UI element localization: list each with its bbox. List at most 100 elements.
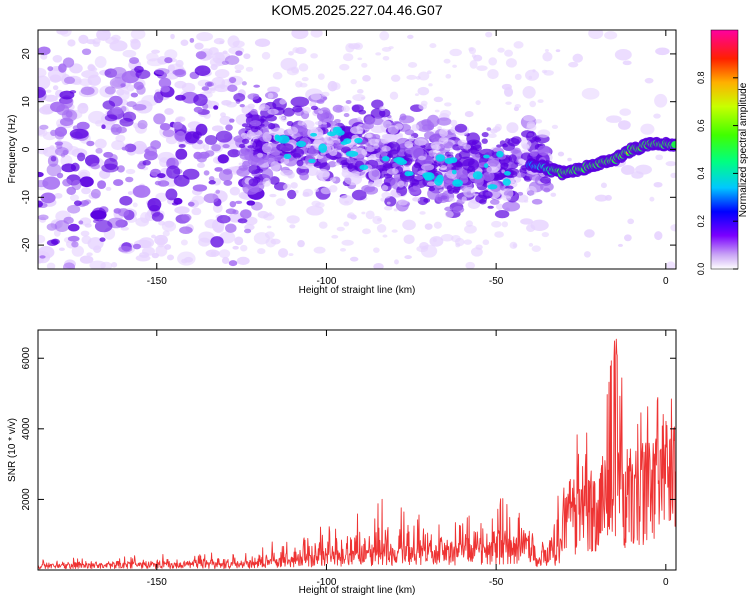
spectrogram-blob [111,66,127,79]
spectrogram-blob [193,93,208,107]
spectrogram-blob [145,146,157,157]
spectrogram-blob [464,224,477,234]
spectrogram-blob [318,221,328,229]
spectrogram-blob [97,180,107,189]
spectrogram-blob [526,185,537,196]
spectrogram-blob [309,101,317,107]
spectrogram-blob [81,48,92,56]
spectrogram-blob [640,123,655,135]
spectrogram-blob [322,121,328,125]
spectrogram-blob [351,104,364,113]
spectrogram-blob [335,129,345,136]
spectrogram-blob [254,38,271,47]
spectrogram-blob [122,49,137,58]
spectrogram-blob [478,190,493,200]
spectrogram-blob [381,192,392,199]
spectrogram-blob [644,77,654,84]
spectrogram-blob [338,194,354,206]
spectrogram-blob [124,143,137,153]
spectrogram-blob [653,113,661,119]
spectrogram-blob [165,188,178,201]
spectrogram-blob [670,224,676,232]
spectrogram-blob [352,94,366,102]
spectrogram-blob [373,263,384,269]
spectrogram-blob [68,223,80,232]
spectrogram-blob [91,207,107,222]
spectrogram-blob [244,125,253,130]
spectrogram-blob [502,201,521,212]
spectrogram-blob [286,215,300,224]
spectrogram-blob [164,57,173,64]
spectrogram-blob [391,229,398,233]
spectrogram-blob [421,163,435,171]
spectrogram-blob [160,85,171,93]
spectrogram-blob [164,220,175,228]
spectrogram-x-tick-label: -50 [489,276,504,287]
spectrogram-blob [517,191,524,196]
spectrogram-blob [386,141,401,155]
spectrogram-blob [241,81,247,86]
spectrogram-blob [483,154,490,159]
spectrogram-blob [654,93,668,108]
spectrogram-blob [282,107,295,117]
spectrogram-ridge-mid [671,140,676,149]
spectrogram-blob [221,256,230,265]
spectrogram-blob [318,110,324,114]
spectrogram-blob [359,164,369,171]
spectrogram-blob [382,117,387,121]
spectrogram-blob [271,151,280,156]
spectrogram-blob [622,60,632,66]
spectrogram-blob [505,58,517,68]
spectrogram-blob [489,199,500,205]
spectrogram-blob [353,42,363,50]
spectrogram-blob [487,133,497,139]
spectrogram-blob [240,132,248,139]
spectrogram-blob [119,117,134,127]
spectrogram-blob [487,205,494,209]
spectrogram-blob [666,261,676,269]
spectrogram-blob [310,105,319,111]
spectrogram-blob [65,110,73,118]
spectrogram-blob [177,251,196,266]
spectrogram-blob [431,144,441,151]
spectrogram-blob [261,143,273,154]
spectrogram-blob [164,49,178,60]
spectrogram-blob [406,74,417,80]
spectrogram-blob [382,162,393,168]
spectrogram-blob [541,69,548,74]
spectrogram-blob [515,172,526,178]
spectrogram-blob [276,142,294,152]
spectrogram-blob [440,165,447,170]
spectrogram-blob [424,131,436,140]
spectrogram-blob [180,239,188,246]
spectrogram-blob [159,122,171,131]
spectrogram-blob [308,158,316,164]
spectrogram-blob [472,171,483,180]
spectrogram-y-label: Frequency (Hz) [7,115,18,184]
spectrogram-blob [469,60,478,69]
colorbar-label: Normalized spectral amplitude [738,82,749,217]
spectrogram-blob [217,154,229,164]
spectrogram-blob [166,254,175,261]
spectrogram-blob [269,176,280,185]
spectrogram-blob [288,175,293,178]
spectrogram-blob [178,116,184,120]
spectrogram-blob [523,199,529,203]
spectrogram-blob [649,196,655,202]
spectrogram-blob [452,64,458,68]
spectrogram-blob [488,155,500,168]
spectrogram-blob [445,73,452,79]
spectrogram-blob [290,182,298,189]
spectrogram-blob [551,124,559,129]
figure-title: KOM5.2025.227.04.46.G07 [271,2,442,18]
spectrogram-blob [503,162,509,167]
spectrogram-blob [436,117,452,126]
spectrogram-blob [357,116,362,121]
spectrogram-blob [449,48,462,57]
spectrogram-blob [274,134,280,140]
spectrogram-blob [457,156,475,167]
spectrogram-blob [221,60,229,66]
spectrogram-blob [120,226,129,231]
spectrogram-blob [509,241,518,249]
spectrogram-blob [241,138,250,144]
